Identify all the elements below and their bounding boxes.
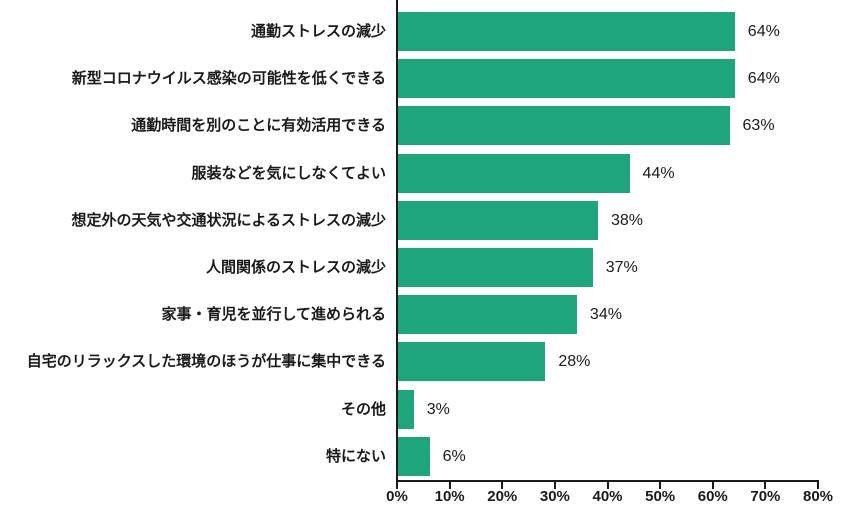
category-label: 人間関係のストレスの減少 bbox=[205, 259, 386, 277]
bar bbox=[398, 200, 598, 240]
category-label: 想定外の天気や交通状況によるストレスの減少 bbox=[71, 211, 386, 229]
value-label: 64% bbox=[747, 70, 780, 88]
tick-label: 10% bbox=[434, 488, 465, 505]
bar bbox=[398, 436, 430, 476]
bar-row: 自宅のリラックスした環境のほうが仕事に集中できる 28% bbox=[0, 338, 850, 385]
bar-row: 通勤時間を別のことに有効活用できる 63% bbox=[0, 102, 850, 149]
tick-label: 0% bbox=[386, 488, 408, 505]
value-label: 63% bbox=[742, 117, 775, 135]
bar bbox=[398, 59, 735, 99]
category-label: 服装などを気にしなくてよい bbox=[191, 164, 386, 182]
bar-row: 人間関係のストレスの減少 37% bbox=[0, 244, 850, 291]
value-label: 3% bbox=[426, 400, 450, 418]
bar bbox=[398, 12, 735, 52]
bar bbox=[398, 106, 730, 146]
value-label: 37% bbox=[605, 259, 638, 277]
x-axis-ticks: 0% 10% 20% 30% 40% 50% 60% 70% 80% bbox=[386, 480, 833, 508]
category-label: 自宅のリラックスした環境のほうが仕事に集中できる bbox=[26, 353, 386, 371]
tick-label: 40% bbox=[592, 488, 623, 505]
category-label: 家事・育児を並行して進められる bbox=[161, 306, 386, 324]
tick-mark bbox=[711, 480, 714, 489]
y-axis-line bbox=[396, 0, 398, 482]
tick-label: 20% bbox=[487, 488, 518, 505]
tick-mark bbox=[606, 480, 609, 489]
category-label: 新型コロナウイルス感染の可能性を低くできる bbox=[71, 70, 386, 88]
bar-row: 想定外の天気や交通状況によるストレスの減少 38% bbox=[0, 197, 850, 244]
value-label: 34% bbox=[589, 306, 622, 324]
tick-mark bbox=[553, 480, 556, 489]
category-label: 通勤時間を別のことに有効活用できる bbox=[131, 117, 386, 135]
value-label: 44% bbox=[642, 164, 675, 182]
tick-mark bbox=[501, 480, 504, 489]
tick-label: 70% bbox=[750, 488, 781, 505]
bar-rows: 通勤ストレスの減少 64% 新型コロナウイルス感染の可能性を低くできる 64% … bbox=[0, 8, 850, 480]
value-label: 28% bbox=[558, 353, 591, 371]
bar bbox=[398, 342, 546, 382]
bar-row: 新型コロナウイルス感染の可能性を低くできる 64% bbox=[0, 55, 850, 102]
category-label: その他 bbox=[340, 400, 386, 418]
value-label: 38% bbox=[610, 211, 643, 229]
tick-mark bbox=[659, 480, 662, 489]
tick-mark bbox=[817, 480, 819, 489]
bar bbox=[398, 389, 414, 429]
tick-mark bbox=[448, 480, 451, 489]
bar-row: 特にない 6% bbox=[0, 433, 850, 480]
bar-row: 通勤ストレスの減少 64% bbox=[0, 8, 850, 55]
tick-label: 30% bbox=[539, 488, 570, 505]
tick-label: 60% bbox=[697, 488, 728, 505]
bar bbox=[398, 248, 593, 288]
bar-row: 服装などを気にしなくてよい 44% bbox=[0, 150, 850, 197]
tick-mark bbox=[764, 480, 767, 489]
bar-row: 家事・育児を並行して進められる 34% bbox=[0, 291, 850, 338]
bar bbox=[398, 295, 577, 335]
value-label: 64% bbox=[747, 23, 780, 41]
bar bbox=[398, 153, 630, 193]
category-label: 特にない bbox=[325, 447, 386, 465]
tick-label: 50% bbox=[645, 488, 676, 505]
bar-row: その他 3% bbox=[0, 386, 850, 433]
value-label: 6% bbox=[442, 447, 466, 465]
category-label: 通勤ストレスの減少 bbox=[250, 23, 386, 41]
tick-label: 80% bbox=[802, 488, 834, 505]
tick-mark bbox=[396, 480, 398, 489]
